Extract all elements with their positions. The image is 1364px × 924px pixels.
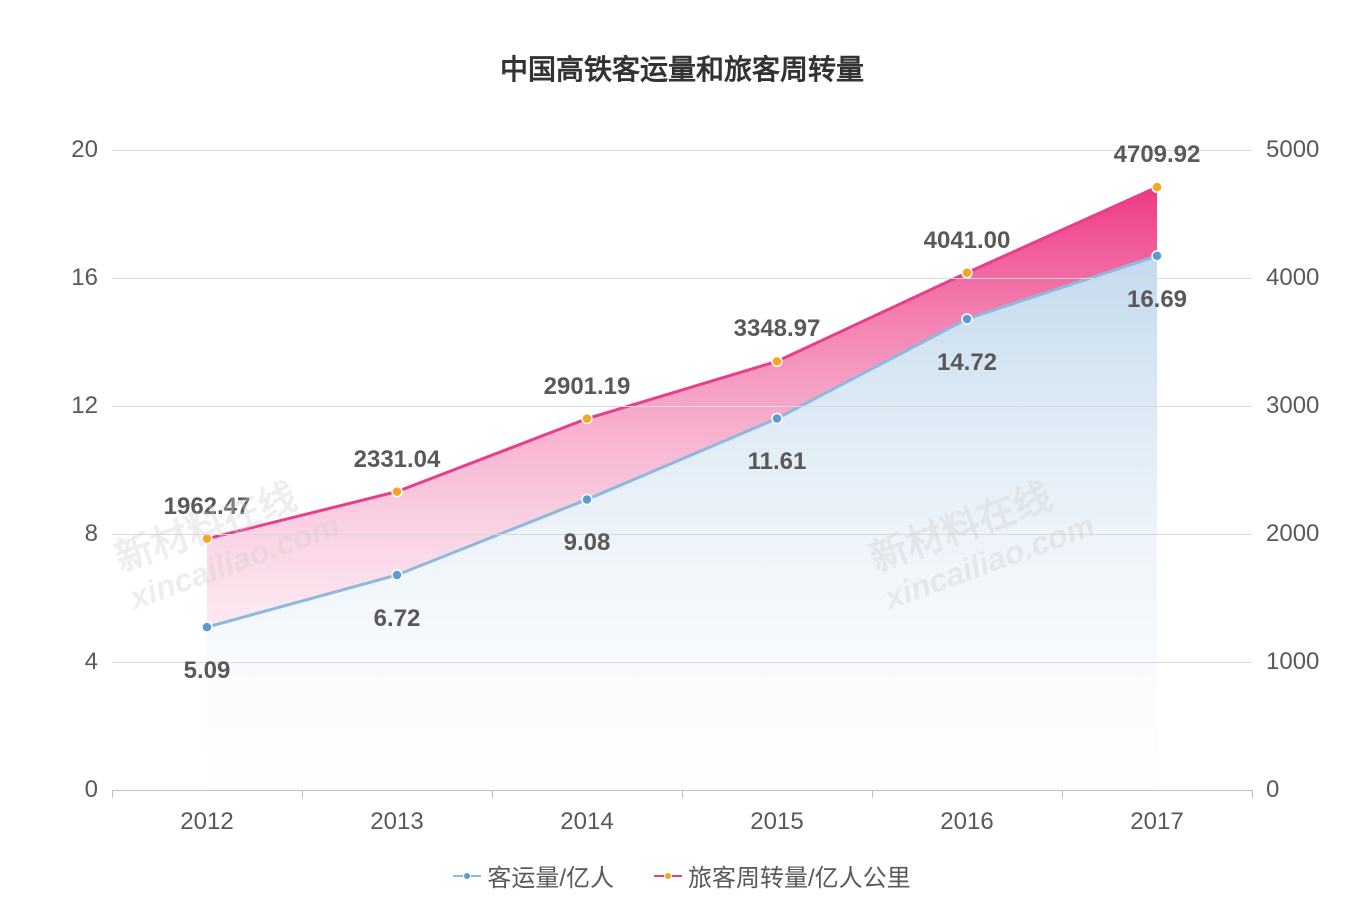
y-left-tick-label: 0 — [85, 776, 98, 804]
legend-label: 旅客周转量/亿人公里 — [688, 858, 911, 893]
x-tick-label: 2012 — [180, 808, 233, 836]
marker-turnover — [1152, 182, 1162, 192]
legend-item: 旅客周转量/亿人公里 — [654, 858, 911, 893]
marker-passenger-volume — [962, 314, 972, 324]
y-left-tick-label: 8 — [85, 520, 98, 548]
y-left-tick-label: 4 — [85, 648, 98, 676]
legend-item: 客运量/亿人 — [453, 858, 614, 893]
data-label-turnover: 4041.00 — [924, 227, 1011, 255]
data-label-turnover: 3348.97 — [734, 315, 821, 343]
y-right-tick-label: 5000 — [1266, 136, 1319, 164]
x-tick-label: 2016 — [940, 808, 993, 836]
marker-passenger-volume — [1152, 251, 1162, 261]
x-tick-mark — [112, 790, 113, 798]
marker-passenger-volume — [392, 570, 402, 580]
y-left-tick-label: 20 — [71, 136, 98, 164]
x-tick-label: 2015 — [750, 808, 803, 836]
gridline — [112, 150, 1252, 151]
y-left-tick-label: 12 — [71, 392, 98, 420]
chart-svg — [112, 150, 1252, 790]
x-tick-label: 2014 — [560, 808, 613, 836]
marker-passenger-volume — [772, 413, 782, 423]
gridline — [112, 406, 1252, 407]
data-label-passenger-volume: 6.72 — [374, 605, 421, 633]
legend-line-icon — [654, 875, 682, 877]
y-right-tick-label: 4000 — [1266, 264, 1319, 292]
marker-turnover — [582, 414, 592, 424]
data-label-turnover: 4709.92 — [1114, 141, 1201, 169]
data-label-passenger-volume: 11.61 — [748, 448, 807, 476]
x-tick-mark — [492, 790, 493, 798]
legend-label: 客运量/亿人 — [487, 858, 614, 893]
y-left-tick-label: 16 — [71, 264, 98, 292]
plot-area — [112, 150, 1252, 790]
gridline — [112, 662, 1252, 663]
y-right-tick-label: 3000 — [1266, 392, 1319, 420]
data-label-turnover: 2331.04 — [354, 446, 441, 474]
x-tick-mark — [302, 790, 303, 798]
x-tick-mark — [1062, 790, 1063, 798]
gridline — [112, 534, 1252, 535]
chart-container: 中国高铁客运量和旅客周转量 0 4 8 12 16 20 0 1000 2000 3000 400… — [0, 0, 1364, 924]
marker-passenger-volume — [582, 494, 592, 504]
data-label-turnover: 2901.19 — [544, 373, 631, 401]
legend-marker-icon — [664, 872, 672, 880]
chart-title: 中国高铁客运量和旅客周转量 — [0, 48, 1364, 88]
x-tick-label: 2017 — [1130, 808, 1183, 836]
chart-legend: 客运量/亿人 旅客周转量/亿人公里 — [0, 858, 1364, 893]
data-label-passenger-volume: 5.09 — [184, 657, 231, 685]
gridline — [112, 278, 1252, 279]
marker-turnover — [202, 534, 212, 544]
data-label-passenger-volume: 14.72 — [937, 349, 997, 377]
marker-turnover — [392, 487, 402, 497]
marker-turnover — [772, 356, 782, 366]
data-label-passenger-volume: 16.69 — [1127, 286, 1187, 314]
legend-marker-icon — [463, 872, 471, 880]
data-label-turnover: 1962.47 — [164, 493, 251, 521]
y-right-tick-label: 0 — [1266, 776, 1279, 804]
y-right-tick-label: 1000 — [1266, 648, 1319, 676]
marker-turnover — [962, 268, 972, 278]
x-tick-label: 2013 — [370, 808, 423, 836]
legend-line-icon — [453, 875, 481, 877]
x-tick-mark — [682, 790, 683, 798]
data-label-passenger-volume: 9.08 — [564, 529, 611, 557]
marker-passenger-volume — [202, 622, 212, 632]
x-tick-mark — [872, 790, 873, 798]
y-right-tick-label: 2000 — [1266, 520, 1319, 548]
x-tick-mark — [1252, 790, 1253, 798]
